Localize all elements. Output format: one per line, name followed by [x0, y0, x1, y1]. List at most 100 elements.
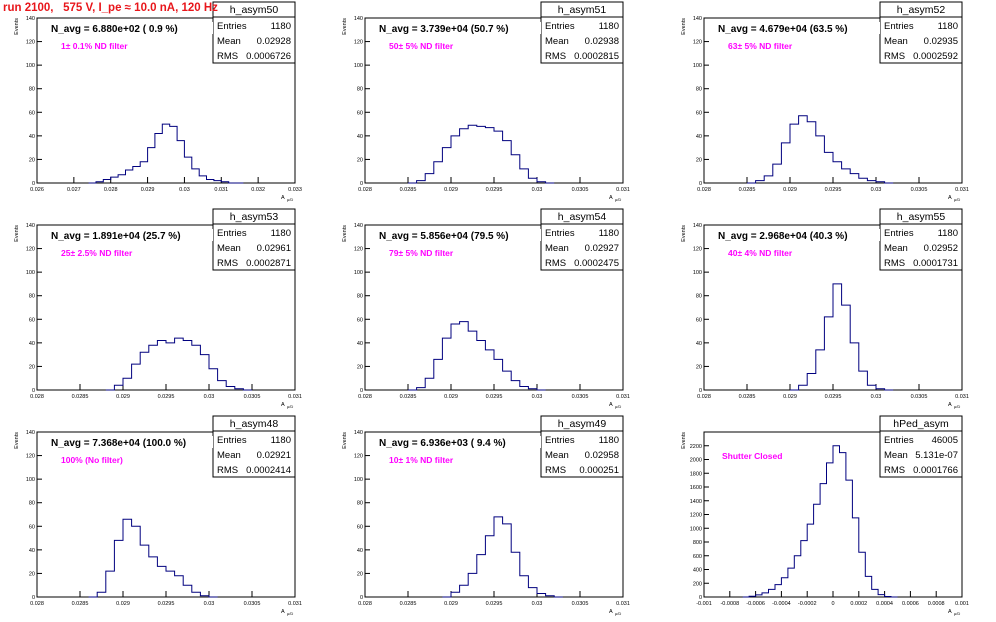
y-tick-label: 40 [357, 548, 363, 554]
y-tick-label: 20 [357, 157, 363, 163]
stats-value: 0.02935 [924, 36, 958, 47]
filter-label: 79± 5% ND filter [389, 248, 454, 258]
y-tick-label: 120 [354, 247, 363, 253]
y-tick-label: 20 [696, 364, 702, 370]
x-tick-label: 0.028 [358, 394, 372, 400]
x-tick-label: 0.0006 [902, 601, 919, 607]
navg-text: N_avg = 1.891e+04 (25.7 %) [51, 231, 181, 242]
y-tick-label: 100 [26, 477, 35, 483]
y-tick-label: 1600 [690, 485, 702, 491]
y-tick-label: 140 [354, 223, 363, 229]
x-axis-subscript: μ/D [287, 404, 293, 409]
stats-value: 0.0001731 [913, 258, 958, 269]
x-tick-label: 0.031 [288, 601, 302, 607]
stats-value: 1180 [938, 228, 958, 239]
x-tick-label: 0.031 [616, 394, 630, 400]
x-axis-title: A [281, 609, 285, 615]
y-tick-label: 20 [29, 157, 35, 163]
y-tick-label: 20 [29, 571, 35, 577]
x-tick-label: 0.027 [67, 187, 81, 193]
stats-title: h_asym48 [230, 418, 279, 430]
filter-label: 40± 4% ND filter [728, 248, 793, 258]
y-tick-label: 100 [26, 270, 35, 276]
y-tick-label: 0 [32, 388, 35, 394]
y-tick-label: 0 [360, 181, 363, 187]
y-tick-label: 140 [26, 16, 35, 22]
x-tick-label: 0.028 [697, 187, 711, 193]
stats-title: h_asym54 [558, 211, 607, 223]
y-tick-label: 60 [29, 317, 35, 323]
stats-label: Entries [545, 228, 575, 239]
y-tick-label: 120 [26, 454, 35, 460]
x-tick-label: 0.0285 [739, 394, 756, 400]
y-axis-title: Events [681, 18, 687, 35]
x-tick-label: 0.03 [532, 394, 543, 400]
y-tick-label: 1800 [690, 471, 702, 477]
filter-label: 100% (No filter) [61, 455, 123, 465]
stats-title: h_asym50 [230, 4, 279, 16]
x-axis-subscript: μ/D [954, 197, 960, 202]
x-tick-label: 0.0305 [244, 394, 261, 400]
stats-title: h_asym51 [558, 4, 607, 16]
y-tick-label: 0 [699, 388, 702, 394]
y-tick-label: 0 [360, 595, 363, 601]
y-tick-label: 80 [696, 294, 702, 300]
y-tick-label: 120 [693, 40, 702, 46]
y-tick-label: 140 [354, 430, 363, 436]
stats-box [540, 1, 624, 64]
histogram-h_asym49: 0 20 40 60 80 100 120 140 0.028 0.0285 0.029 0.0295… [342, 415, 630, 616]
stats-title: h_asym52 [897, 4, 946, 16]
stats-value: 0.02961 [257, 243, 291, 254]
y-axis-title: Events [14, 225, 20, 242]
x-tick-label: -0.0004 [772, 601, 791, 607]
x-tick-label: 0.03 [871, 187, 882, 193]
y-tick-label: 100 [693, 270, 702, 276]
y-tick-label: 2200 [690, 444, 702, 450]
y-axis-title: Events [14, 18, 20, 35]
y-axis-title: Events [342, 225, 348, 242]
x-axis-subscript: μ/D [615, 611, 621, 616]
histogram-h_asym55: 0 20 40 60 80 100 120 140 0.028 0.0285 0.029 0.0295… [681, 208, 969, 409]
x-tick-label: 0.03 [532, 601, 543, 607]
x-tick-label: 0.0008 [928, 601, 945, 607]
y-tick-label: 1200 [690, 513, 702, 519]
x-tick-label: 0.028 [358, 601, 372, 607]
stats-label: Entries [545, 435, 575, 446]
navg-text: N_avg = 4.679e+04 (63.5 %) [718, 24, 848, 35]
stats-label: Entries [217, 228, 247, 239]
histogram-line [442, 516, 563, 598]
navg-box [48, 229, 213, 241]
stats-label: RMS [545, 465, 566, 476]
histogram-h_asym52: 0 20 40 60 80 100 120 140 0.028 0.0285 0.029 0.0295… [681, 1, 969, 202]
stats-label: RMS [545, 258, 566, 269]
stats-box [879, 208, 963, 271]
stats-title: h_asym49 [558, 418, 607, 430]
x-axis-title: A [281, 195, 285, 201]
x-axis-subscript: μ/D [287, 611, 293, 616]
histogram-h_asym54: 0 20 40 60 80 100 120 140 0.028 0.0285 0.029 0.0295… [342, 208, 630, 409]
navg-box [715, 229, 880, 241]
histogram-line [88, 518, 218, 598]
histogram-line [790, 283, 894, 391]
stats-value: 0.0002815 [574, 51, 619, 62]
x-tick-label: 0.0295 [486, 394, 503, 400]
x-tick-label: 0.0305 [572, 187, 589, 193]
x-tick-label: 0.0295 [158, 601, 175, 607]
y-tick-label: 600 [693, 554, 702, 560]
y-tick-label: 100 [354, 63, 363, 69]
x-axis-title: A [609, 402, 613, 408]
x-axis-title: A [281, 402, 285, 408]
stats-title: h_asym53 [230, 211, 279, 223]
y-tick-label: 80 [357, 294, 363, 300]
x-tick-label: 0.03 [204, 394, 215, 400]
navg-box [376, 436, 541, 448]
x-tick-label: 0.0285 [739, 187, 756, 193]
x-tick-label: 0.03 [871, 394, 882, 400]
y-tick-label: 140 [693, 223, 702, 229]
y-tick-label: 60 [696, 110, 702, 116]
y-tick-label: 40 [29, 134, 35, 140]
y-tick-label: 140 [354, 16, 363, 22]
y-tick-label: 60 [696, 317, 702, 323]
y-tick-label: 80 [696, 87, 702, 93]
x-tick-label: 0.031 [616, 187, 630, 193]
